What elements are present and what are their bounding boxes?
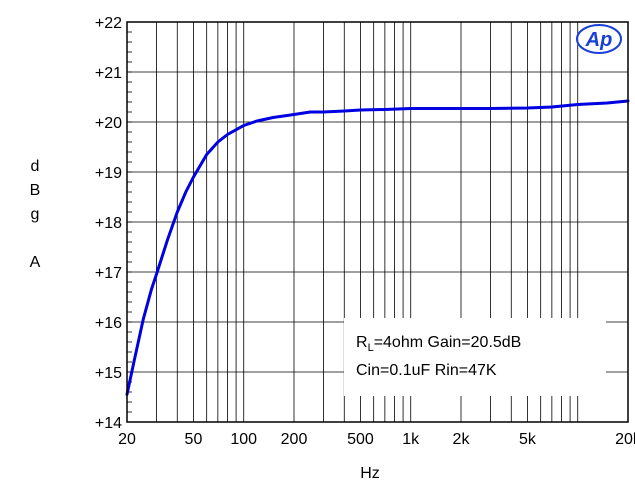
x-axis-label: Hz <box>360 465 380 482</box>
annotation-line-2: Cin=0.1uF Rin=47K <box>356 362 497 379</box>
x-tick-label: 100 <box>230 431 257 448</box>
x-tick-label: 20 <box>118 431 136 448</box>
plot-frame <box>126 21 629 423</box>
annotation-background <box>344 318 606 396</box>
ap-logo: Ap <box>576 24 622 54</box>
y-tick-label: +19 <box>95 165 122 182</box>
y-tick-label: +15 <box>95 365 122 382</box>
y-tick-label: +20 <box>95 115 122 132</box>
x-tick-label: 5k <box>519 431 537 448</box>
annotation-box: RL=4ohm Gain=20.5dB Cin=0.1uF Rin=47K <box>344 318 606 396</box>
y-tick-label: +14 <box>95 415 122 432</box>
tick-labels: 20 50 100 200 500 1k 2k 5k 20k +14 +15 +16 +17 +18 +19… <box>95 15 635 448</box>
annotation-line1-rest: =4ohm Gain=20.5dB <box>374 334 522 351</box>
y-tick-label: +16 <box>95 315 122 332</box>
series-layer <box>125 99 630 396</box>
y-tick-label: +21 <box>95 65 122 82</box>
x-tick-label: 20k <box>615 431 635 448</box>
y-tick-label: +17 <box>95 265 122 282</box>
y-axis-label-letter: g <box>31 206 40 223</box>
ap-logo-text: Ap <box>585 29 613 51</box>
x-tick-label: 1k <box>402 431 420 448</box>
y-axis-label: dBg A <box>30 158 41 271</box>
x-tick-label: 200 <box>281 431 308 448</box>
x-tick-label: 2k <box>453 431 471 448</box>
annotation-r: R <box>356 334 368 351</box>
y-tick-label: +18 <box>95 215 122 232</box>
y-axis-label-letter: d <box>31 158 40 175</box>
ap-logo-ring-icon <box>576 24 622 54</box>
annotation-line-1: RL=4ohm Gain=20.5dB <box>356 334 521 354</box>
series-line <box>125 99 630 396</box>
x-tick-label: 500 <box>347 431 374 448</box>
x-tick-label: 50 <box>185 431 203 448</box>
y-tick-label: +22 <box>95 15 122 32</box>
y-axis-label-letter: A <box>30 254 41 271</box>
annotation-subscript-l: L <box>368 342 374 354</box>
y-axis-label-letter: B <box>30 182 41 199</box>
